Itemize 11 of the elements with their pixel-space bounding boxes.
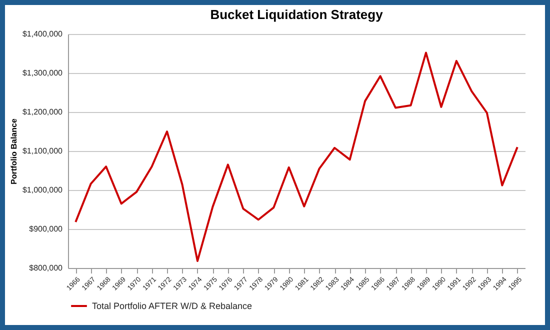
y-tick-label: $1,300,000 bbox=[22, 68, 64, 78]
y-tick-label: $1,000,000 bbox=[22, 186, 64, 194]
y-tick-label: $900,000 bbox=[29, 224, 64, 234]
legend-label: Total Portfolio AFTER W/D & Rebalance bbox=[92, 301, 252, 311]
y-tick-label: $1,100,000 bbox=[22, 146, 64, 156]
y-tick-label: $800,000 bbox=[29, 264, 64, 272]
y-tick-label: $1,400,000 bbox=[22, 30, 64, 38]
chart-title: Bucket Liquidation Strategy bbox=[210, 7, 384, 22]
line-series bbox=[74, 52, 518, 262]
y-tick-label: $1,200,000 bbox=[22, 108, 64, 116]
y-axis-title: Portfolio Balance bbox=[9, 118, 18, 184]
